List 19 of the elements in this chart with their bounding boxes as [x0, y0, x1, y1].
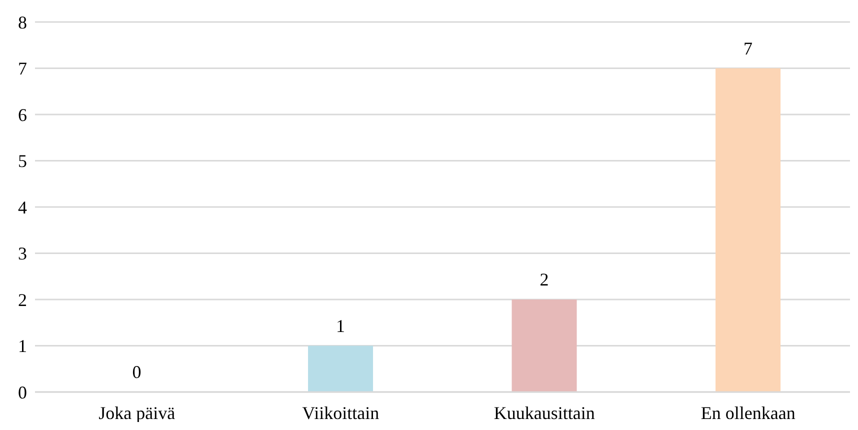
data-label: 2: [540, 270, 549, 290]
y-tick-label: 6: [18, 104, 27, 125]
x-tick-label: En ollenkaan: [700, 402, 796, 423]
bar: [716, 68, 781, 392]
y-tick-label: 3: [18, 244, 27, 264]
y-tick-label: 7: [18, 58, 27, 79]
y-tick-label: 5: [18, 151, 27, 172]
x-tick-label: Kuukausittain: [494, 402, 595, 423]
data-label: 1: [336, 316, 346, 336]
y-tick-label: 2: [18, 290, 27, 310]
bar: [308, 346, 374, 392]
data-label: 7: [744, 38, 753, 58]
y-tick-label: 8: [18, 12, 27, 32]
y-tick-label: 0: [18, 382, 27, 402]
bar: [512, 300, 577, 392]
y-tick-label: 1: [18, 336, 27, 356]
data-label: 0: [132, 362, 142, 382]
y-tick-label: 4: [18, 197, 27, 218]
x-tick-label: Viikoittain: [302, 402, 380, 423]
